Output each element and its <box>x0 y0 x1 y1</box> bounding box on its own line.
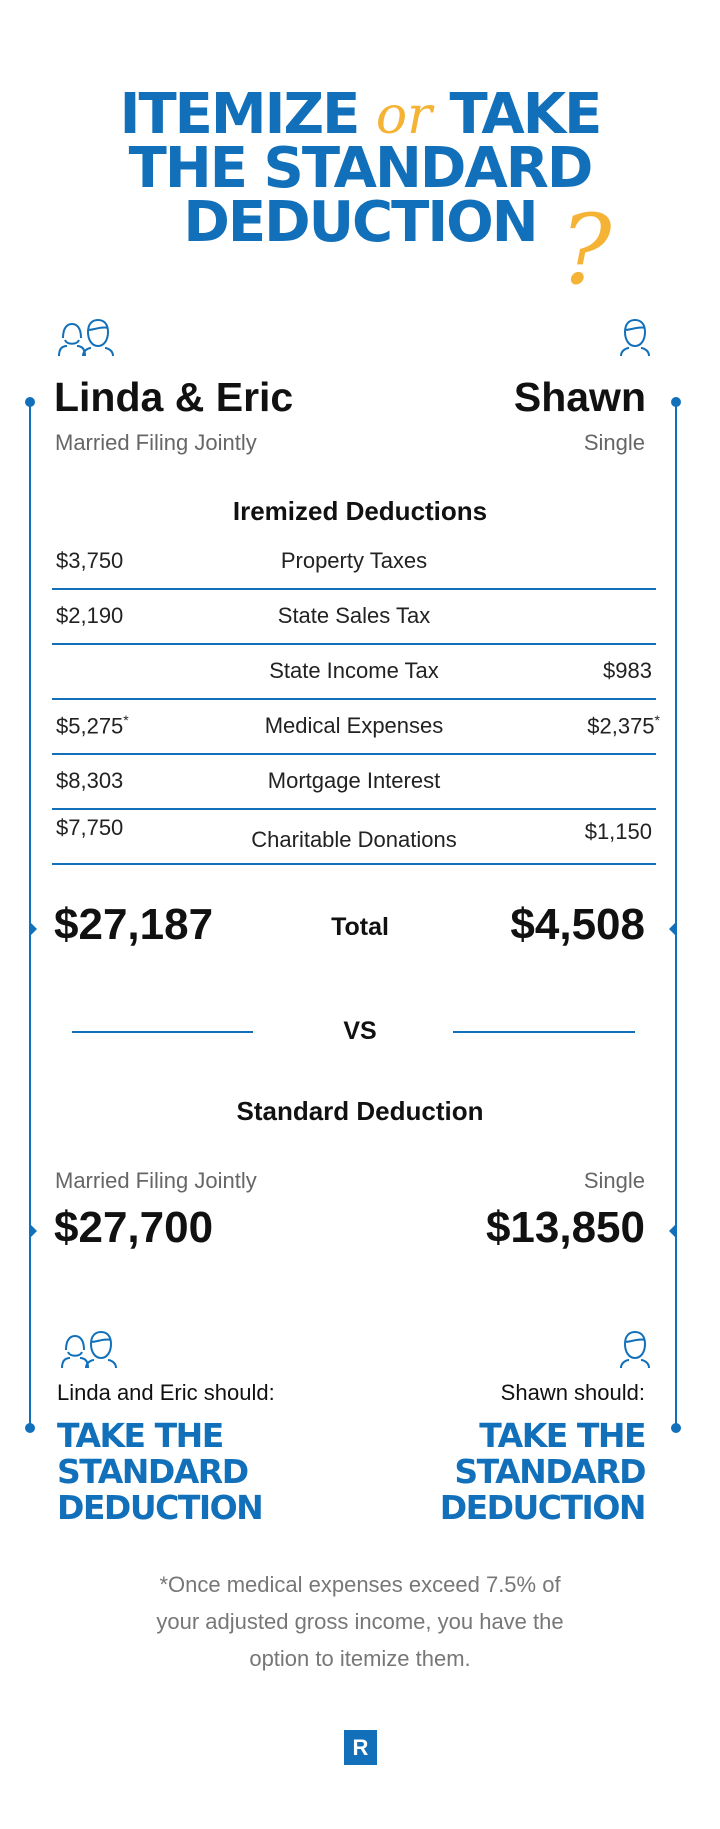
title-line-2: THE STANDARD <box>128 136 594 201</box>
question-mark: ? <box>560 194 612 306</box>
divider <box>453 1031 635 1033</box>
left-timeline <box>29 402 31 1428</box>
divider <box>72 1031 253 1033</box>
ramsey-logo: R <box>344 1730 377 1765</box>
table-row: $3,750 Property Taxes <box>52 536 656 590</box>
footnote: *Once medical expenses exceed 7.5% of you… <box>156 1572 564 1671</box>
title-line-3: DEDUCTION <box>183 190 538 255</box>
right-timeline <box>675 402 677 1428</box>
timeline-tick <box>31 923 37 935</box>
couple-icon <box>58 318 114 357</box>
timeline-tick <box>31 1225 37 1237</box>
timeline-dot <box>671 397 681 407</box>
left-verdict-intro: Linda and Eric should: <box>57 1380 275 1405</box>
left-name: Linda & Eric <box>54 374 294 420</box>
standard-left-status: Married Filing Jointly <box>55 1168 257 1193</box>
person-icon <box>620 318 650 357</box>
table-row: State Income Tax $983 <box>52 646 656 700</box>
title-or: or <box>375 86 433 146</box>
vs-label: VS <box>343 1017 377 1045</box>
right-verdict-intro: Shawn should: <box>500 1380 645 1405</box>
standard-right-status: Single <box>583 1168 645 1193</box>
timeline-dot <box>25 1423 35 1433</box>
timeline-tick <box>669 1225 675 1237</box>
person-icon <box>620 1330 650 1369</box>
table-row: $7,750 Charitable Donations $1,150 <box>52 811 656 865</box>
left-verdict: TAKE THE STANDARD DEDUCTION <box>57 1416 264 1527</box>
right-status: Single <box>583 430 645 455</box>
timeline-dot <box>25 397 35 407</box>
timeline-tick <box>669 923 675 935</box>
left-status: Married Filing Jointly <box>55 430 257 455</box>
standard-heading: Standard Deduction <box>236 1096 484 1126</box>
itemized-heading: Iremized Deductions <box>232 496 488 526</box>
standard-left-amount: $27,700 <box>54 1203 214 1252</box>
standard-right-amount: $13,850 <box>485 1203 645 1252</box>
total-right: $4,508 <box>510 900 645 949</box>
table-row: $2,190 State Sales Tax <box>52 591 656 645</box>
total-left: $27,187 <box>54 900 214 949</box>
right-verdict: TAKE THE STANDARD DEDUCTION <box>439 1416 647 1527</box>
table-row: $5,275* Medical Expenses $2,375* <box>52 701 660 755</box>
right-name: Shawn <box>513 374 646 420</box>
table-row: $8,303 Mortgage Interest <box>52 756 656 810</box>
couple-icon <box>61 1330 117 1369</box>
title-line-1: ITEMIZE or TAKE <box>119 82 603 147</box>
timeline-dot <box>671 1423 681 1433</box>
total-label: Total <box>331 913 389 941</box>
